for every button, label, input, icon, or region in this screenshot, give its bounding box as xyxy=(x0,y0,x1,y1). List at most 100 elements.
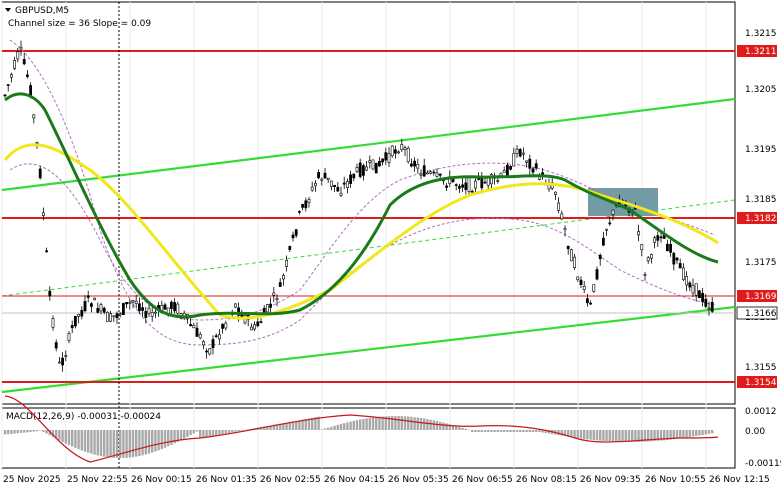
candle-body xyxy=(384,152,388,161)
macd-bar xyxy=(381,416,384,430)
macd-bar xyxy=(467,429,471,431)
candle-body xyxy=(141,307,145,311)
macd-label: MACD(12,26,9) -0.00031 -0.00024 xyxy=(6,412,161,422)
candle-body xyxy=(685,276,689,286)
price-axis: 1.3215 1.3205 1.3195 1.3185 1.3175 1.316… xyxy=(745,29,777,373)
macd-bar xyxy=(365,418,368,430)
candle-body xyxy=(13,59,17,69)
candle-body xyxy=(80,309,84,317)
candle-body xyxy=(134,300,138,304)
macd-bar xyxy=(173,430,176,444)
macd-bar xyxy=(346,422,349,430)
candle-body xyxy=(688,282,692,288)
candle-body xyxy=(90,303,93,307)
candle-body xyxy=(502,170,506,173)
macd-bar xyxy=(349,421,352,430)
current-price-bg xyxy=(736,306,778,320)
macd-bar xyxy=(464,428,467,430)
grid-lines xyxy=(1,2,707,468)
macd-bar xyxy=(16,430,19,434)
candle-body xyxy=(691,284,695,294)
macd-bar xyxy=(432,420,435,430)
price-tick: 1.3175 xyxy=(745,258,777,268)
candle-body xyxy=(275,297,279,300)
macd-bar xyxy=(333,425,336,430)
fast-moving-average[interactable] xyxy=(4,92,719,319)
candle-body xyxy=(74,315,77,327)
macd-bar xyxy=(675,430,679,439)
candle-body xyxy=(6,84,10,86)
macd-bar xyxy=(701,430,704,435)
candle-body xyxy=(54,342,58,349)
candle-body xyxy=(336,187,340,192)
candle-body xyxy=(297,211,301,213)
candle-body xyxy=(313,182,317,187)
macd-bar xyxy=(435,421,439,430)
candle-body xyxy=(304,200,308,209)
macd-bar xyxy=(151,430,154,453)
time-label: 26 Nov 01:35 xyxy=(196,475,257,485)
candle-body xyxy=(109,313,113,322)
macd-bar xyxy=(29,430,32,432)
candle-body xyxy=(582,285,586,290)
candle-body xyxy=(467,177,471,192)
time-label: 26 Nov 04:15 xyxy=(324,475,385,485)
candle-body xyxy=(397,151,401,154)
candle-body xyxy=(557,202,561,211)
macd-bar xyxy=(355,420,359,430)
candle-body xyxy=(643,274,647,276)
candle-body xyxy=(122,303,125,315)
macd-tick: 0.0012 xyxy=(745,407,777,417)
macd-bar xyxy=(455,426,458,430)
candle-body xyxy=(352,173,356,179)
macd-bar xyxy=(519,430,522,432)
candle-body xyxy=(377,161,381,167)
candle-body xyxy=(589,302,593,305)
candle-body xyxy=(224,322,228,329)
candle-body xyxy=(419,173,423,176)
macd-bar xyxy=(525,430,528,432)
candle-body xyxy=(425,172,429,175)
candle-body xyxy=(317,172,321,179)
candle-body xyxy=(585,298,589,304)
macd-bar xyxy=(45,430,48,434)
candle-body xyxy=(234,303,237,308)
macd-bar xyxy=(570,430,573,438)
candle-body xyxy=(659,236,663,239)
channel-lower-line[interactable] xyxy=(1,305,736,394)
candle-body xyxy=(365,166,369,171)
macd-bar xyxy=(170,430,173,445)
candle-body xyxy=(678,263,682,269)
candle-body xyxy=(41,212,45,216)
candle-body xyxy=(256,321,260,327)
candle-body xyxy=(64,355,68,358)
candle-body xyxy=(413,160,417,167)
candle-body xyxy=(393,149,397,154)
time-label: 26 Nov 12:15 xyxy=(709,475,770,485)
macd-bar xyxy=(208,430,211,437)
candle-body xyxy=(649,254,653,259)
macd-bar xyxy=(199,430,202,438)
candle-body xyxy=(115,313,119,319)
macd-bar xyxy=(48,430,51,436)
triangle-down-icon[interactable] xyxy=(5,8,11,12)
macd-bar xyxy=(7,430,10,435)
candle-body xyxy=(93,297,97,301)
time-axis: 25 Nov 2025 25 Nov 22:55 26 Nov 00:15 26… xyxy=(3,475,770,485)
macd-bar xyxy=(653,430,656,442)
macd-bar xyxy=(602,430,605,441)
macd-bar xyxy=(269,425,272,430)
candle-body xyxy=(83,301,87,312)
candle-body xyxy=(445,185,449,188)
candle-body xyxy=(57,361,61,364)
candle-body xyxy=(390,145,394,156)
candle-body xyxy=(457,185,461,189)
macd-bar xyxy=(413,417,416,430)
macd-bar xyxy=(19,430,23,433)
channel-upper-line[interactable] xyxy=(1,97,736,192)
candle-body xyxy=(605,228,609,231)
macd-bar xyxy=(327,427,330,430)
macd-bar xyxy=(202,430,205,438)
macd-bar xyxy=(103,430,106,457)
